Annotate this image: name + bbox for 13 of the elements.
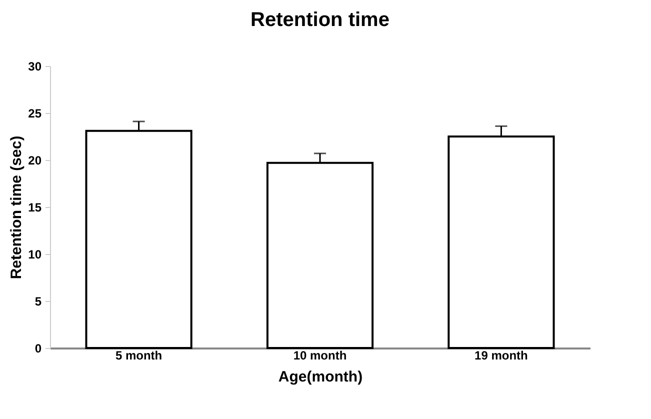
- x-tick-label: 5 month: [115, 348, 162, 362]
- x-axis-title: Age(month): [278, 368, 363, 386]
- y-tick-label: 10: [28, 248, 42, 262]
- y-tick-label: 25: [28, 106, 42, 120]
- chart-title: Retention time: [250, 9, 390, 31]
- y-axis-title: Retention time (sec): [8, 136, 26, 280]
- y-tick-label: 0: [34, 342, 42, 356]
- y-tick-label: 20: [28, 154, 42, 168]
- x-tick-label: 19 month: [474, 348, 528, 362]
- x-tick-label: 10 month: [293, 348, 347, 362]
- y-tick-label: 15: [28, 200, 42, 214]
- y-tick-label: 30: [28, 60, 42, 74]
- y-tick-label: 5: [34, 294, 42, 308]
